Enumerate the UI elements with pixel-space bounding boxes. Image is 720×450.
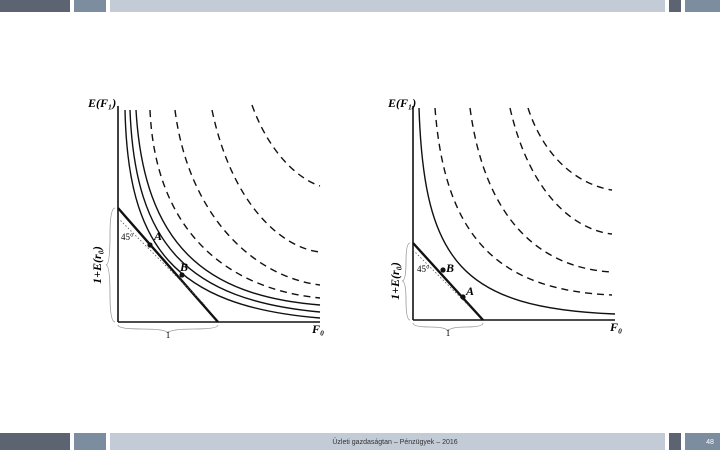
- dashed-curve: [527, 107, 613, 191]
- angle-label: 45°: [121, 232, 134, 242]
- point-label: B: [445, 261, 454, 275]
- budget-line: [412, 242, 484, 321]
- brace-x-label: 1: [446, 328, 451, 338]
- point-label: B: [179, 260, 188, 274]
- bar-segment: [110, 0, 665, 12]
- angle-label: 45°: [417, 264, 430, 274]
- budget-line: [117, 207, 219, 323]
- dashed-curve: [211, 109, 321, 253]
- brace-x: [117, 324, 219, 334]
- bar-segment: [685, 0, 720, 12]
- indifference-curve: [124, 109, 321, 319]
- bar-segment: [110, 433, 665, 450]
- point-label: A: [153, 229, 162, 243]
- brace-x: [412, 322, 484, 332]
- dashed-curve: [251, 104, 321, 187]
- x-axis-label: F₀: [609, 320, 622, 334]
- point: [179, 272, 185, 278]
- point: [440, 267, 446, 273]
- dashed-curve: [469, 107, 613, 273]
- indifference-curve: [135, 109, 321, 306]
- y-axis-label: E(F₁): [87, 96, 116, 110]
- guide-45: [117, 217, 206, 306]
- x-axis-label: F₀: [311, 322, 324, 336]
- panel-right: E(F₁) F₀ 1+E(r₀) 1 45° B A: [387, 96, 622, 338]
- footer-text: Üzleti gazdaságtan – Pénzügyek – 2016: [332, 438, 457, 446]
- brace-y-label: 1+E(r₀): [90, 246, 104, 284]
- bar-segment: [685, 433, 720, 450]
- indifference-curve: [129, 109, 321, 313]
- brace-y-label: 1+E(r₀): [388, 262, 402, 300]
- panel-left: E(F₁) F₀ 1+E(r₀) 1 45° A B: [87, 96, 324, 340]
- bar-segment: [74, 433, 106, 450]
- point: [460, 294, 466, 300]
- bar-segment: [0, 0, 70, 12]
- bar-segment: [669, 433, 681, 450]
- bar-segment: [0, 433, 70, 450]
- point: [147, 242, 153, 248]
- dashed-curve: [174, 109, 321, 286]
- bar-segment: [669, 0, 681, 12]
- indifference-curve: [418, 107, 616, 315]
- brace-y: [401, 242, 411, 321]
- brace-x-label: 1: [166, 330, 171, 340]
- page-number: 48: [706, 439, 714, 446]
- dashed-curve: [509, 107, 613, 235]
- bar-segment: [74, 0, 106, 12]
- dashed-curve: [149, 109, 321, 299]
- brace-y: [105, 207, 116, 323]
- y-axis-label: E(F₁): [387, 96, 416, 110]
- point-label: A: [465, 284, 474, 298]
